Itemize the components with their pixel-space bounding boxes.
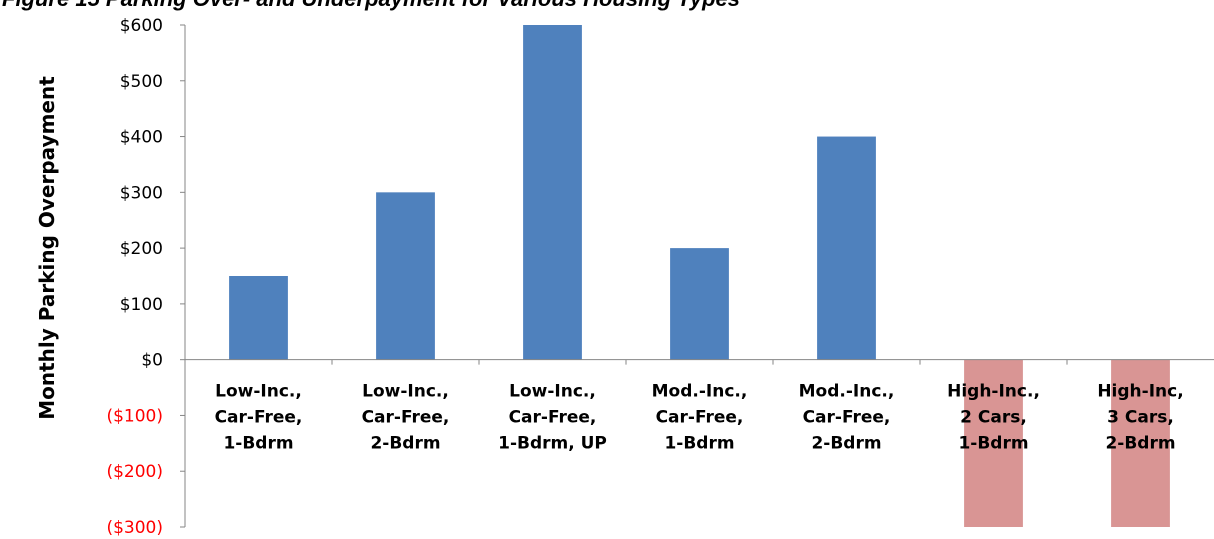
bar-4 xyxy=(670,248,729,360)
x-tick-label-line: Low-Inc., xyxy=(215,382,302,402)
x-tick-label-line: High-Inc., xyxy=(947,382,1040,402)
x-tick-label: Low-Inc., Car-Free, 2-Bdrm xyxy=(362,382,450,454)
x-tick-label-line: 2-Bdrm xyxy=(370,434,440,454)
y-tick-label: $600 xyxy=(120,16,163,36)
bar-6 xyxy=(964,359,1023,527)
x-tick-label-line: Low-Inc., xyxy=(362,382,449,402)
y-tick-label: $100 xyxy=(120,295,163,315)
x-tick-label: Low-Inc., Car-Free, 1-Bdrm, UP xyxy=(498,382,607,454)
y-tick-label: $0 xyxy=(141,351,163,371)
y-tick-label: $200 xyxy=(120,239,163,259)
x-tick-label: Mod.-Inc., Car-Free, 1-Bdrm xyxy=(652,382,748,454)
x-tick-label-line: Low-Inc., xyxy=(509,382,596,402)
x-tick-label: High-Inc., 2 Cars, 1-Bdrm xyxy=(947,382,1040,454)
y-tick-label: $300 xyxy=(120,183,163,203)
x-tick-label-line: 2-Bdrm xyxy=(811,434,881,454)
x-tick-label: High-Inc, 3 Cars, 2-Bdrm xyxy=(1097,382,1183,454)
x-tick-label-line: 3 Cars, xyxy=(1107,408,1174,428)
x-tick-label-line: Car-Free, xyxy=(803,408,891,428)
y-tick-label: $500 xyxy=(120,72,163,92)
bar-3 xyxy=(523,25,582,360)
bar-1 xyxy=(229,276,288,360)
x-tick-label: Mod.-Inc., Car-Free, 2-Bdrm xyxy=(799,382,895,454)
x-tick-label: Low-Inc., Car-Free, 1-Bdrm xyxy=(215,382,303,454)
bar-2 xyxy=(376,192,435,360)
x-tick-label-line: Car-Free, xyxy=(656,408,744,428)
x-tick-label-line: 1-Bdrm xyxy=(958,434,1028,454)
x-tick-label-line: 1-Bdrm, UP xyxy=(498,434,607,454)
y-tick-label: ($200) xyxy=(106,462,163,482)
bar-7 xyxy=(1111,359,1170,527)
plot-area: $600 $500 $400 $300 $200 $100 $0 ($100) ($200) ($… xyxy=(106,16,1214,538)
x-tick-label-line: Car-Free, xyxy=(215,408,303,428)
chart-title: Figure 15 Parking Over- and Underpayment… xyxy=(2,0,740,11)
x-tick-label-line: 1-Bdrm xyxy=(223,434,293,454)
y-tick-label: ($100) xyxy=(106,406,163,426)
y-tick-label: ($300) xyxy=(106,518,163,538)
x-tick-label-line: 2-Bdrm xyxy=(1105,434,1175,454)
x-tick-label-line: 2 Cars, xyxy=(960,408,1027,428)
y-axis-label: Monthly Parking Overpayment xyxy=(35,76,59,420)
x-tick-label-line: Car-Free, xyxy=(509,408,597,428)
x-tick-label-line: High-Inc, xyxy=(1097,382,1183,402)
x-tick-label-line: Mod.-Inc., xyxy=(652,382,748,402)
x-tick-label-line: 1-Bdrm xyxy=(664,434,734,454)
x-tick-label-line: Car-Free, xyxy=(362,408,450,428)
bar-5 xyxy=(817,136,876,360)
y-tick-label: $400 xyxy=(120,128,163,148)
x-tick-label-line: Mod.-Inc., xyxy=(799,382,895,402)
